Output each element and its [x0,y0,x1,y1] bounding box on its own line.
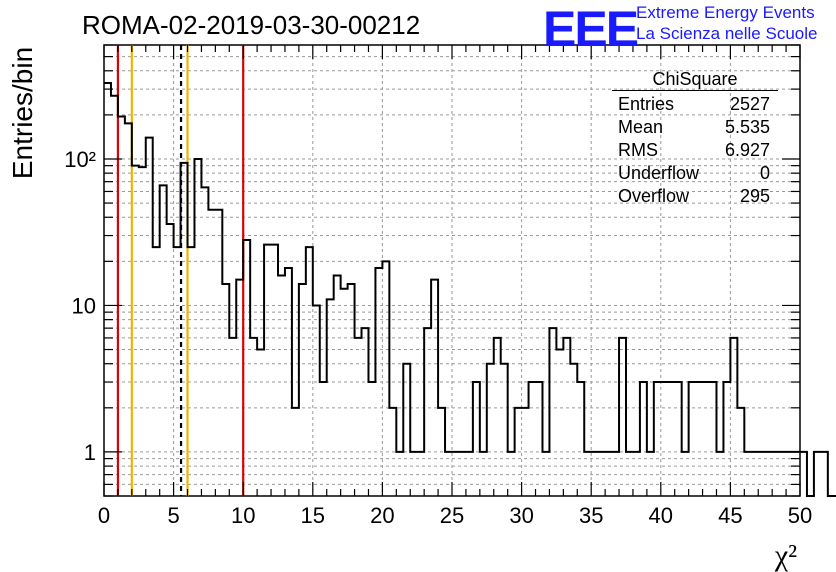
stats-divider [612,90,778,91]
stats-label: Underflow [618,163,700,183]
x-tick-label: 10 [231,503,255,528]
grid-lines [104,45,800,496]
stats-box: ChiSquare Entries 2527 Mean 5.535 RMS 6.… [612,68,778,208]
eee-logo: EEE [543,1,639,57]
stats-value: 2527 [729,94,770,114]
x-tick-label: 15 [301,503,325,528]
stats-row-overflow: Overflow 295 [612,185,778,208]
y-axis: 1 10 10² [64,44,800,497]
x-tick-label: 25 [440,503,464,528]
stats-row-mean: Mean 5.535 [612,116,778,139]
x-tick-label: 5 [167,503,179,528]
marker-lines [116,45,245,496]
stats-label: Entries [618,94,675,114]
stats-row-underflow: Underflow 0 [612,162,778,185]
y-axis-label: Entries/bin [7,47,38,179]
x-axis: 0 5 10 15 20 25 30 35 40 45 50 [98,45,812,528]
stats-label: Overflow [618,186,690,206]
x-axis-label: χ² [774,539,797,572]
x-tick-label: 40 [649,503,673,528]
run-title: ROMA-02-2019-03-30-00212 [82,10,421,40]
y-tick-label: 1 [84,440,96,465]
logo-caption-line1: Extreme Energy Events [636,3,815,22]
x-tick-label: 20 [370,503,394,528]
logo-caption-line2: La Scienza nelle Scuole [636,24,818,43]
stats-value: 295 [739,186,770,206]
stats-title: ChiSquare [652,69,738,89]
histogram-series [104,82,836,497]
stats-label: Mean [618,117,664,137]
x-tick-label: 50 [788,503,812,528]
stats-value: 6.927 [724,140,770,160]
x-tick-label: 45 [718,503,742,528]
stats-row-entries: Entries 2527 [612,93,778,116]
stats-value: 0 [759,163,770,183]
stats-row-rms: RMS 6.927 [612,139,778,162]
x-tick-label: 0 [98,503,110,528]
x-tick-label: 30 [509,503,533,528]
stats-label: RMS [618,140,658,160]
y-tick-label: 10 [72,293,96,318]
stats-value: 5.535 [724,117,770,137]
x-tick-label: 35 [579,503,603,528]
y-tick-label: 10² [64,147,96,172]
